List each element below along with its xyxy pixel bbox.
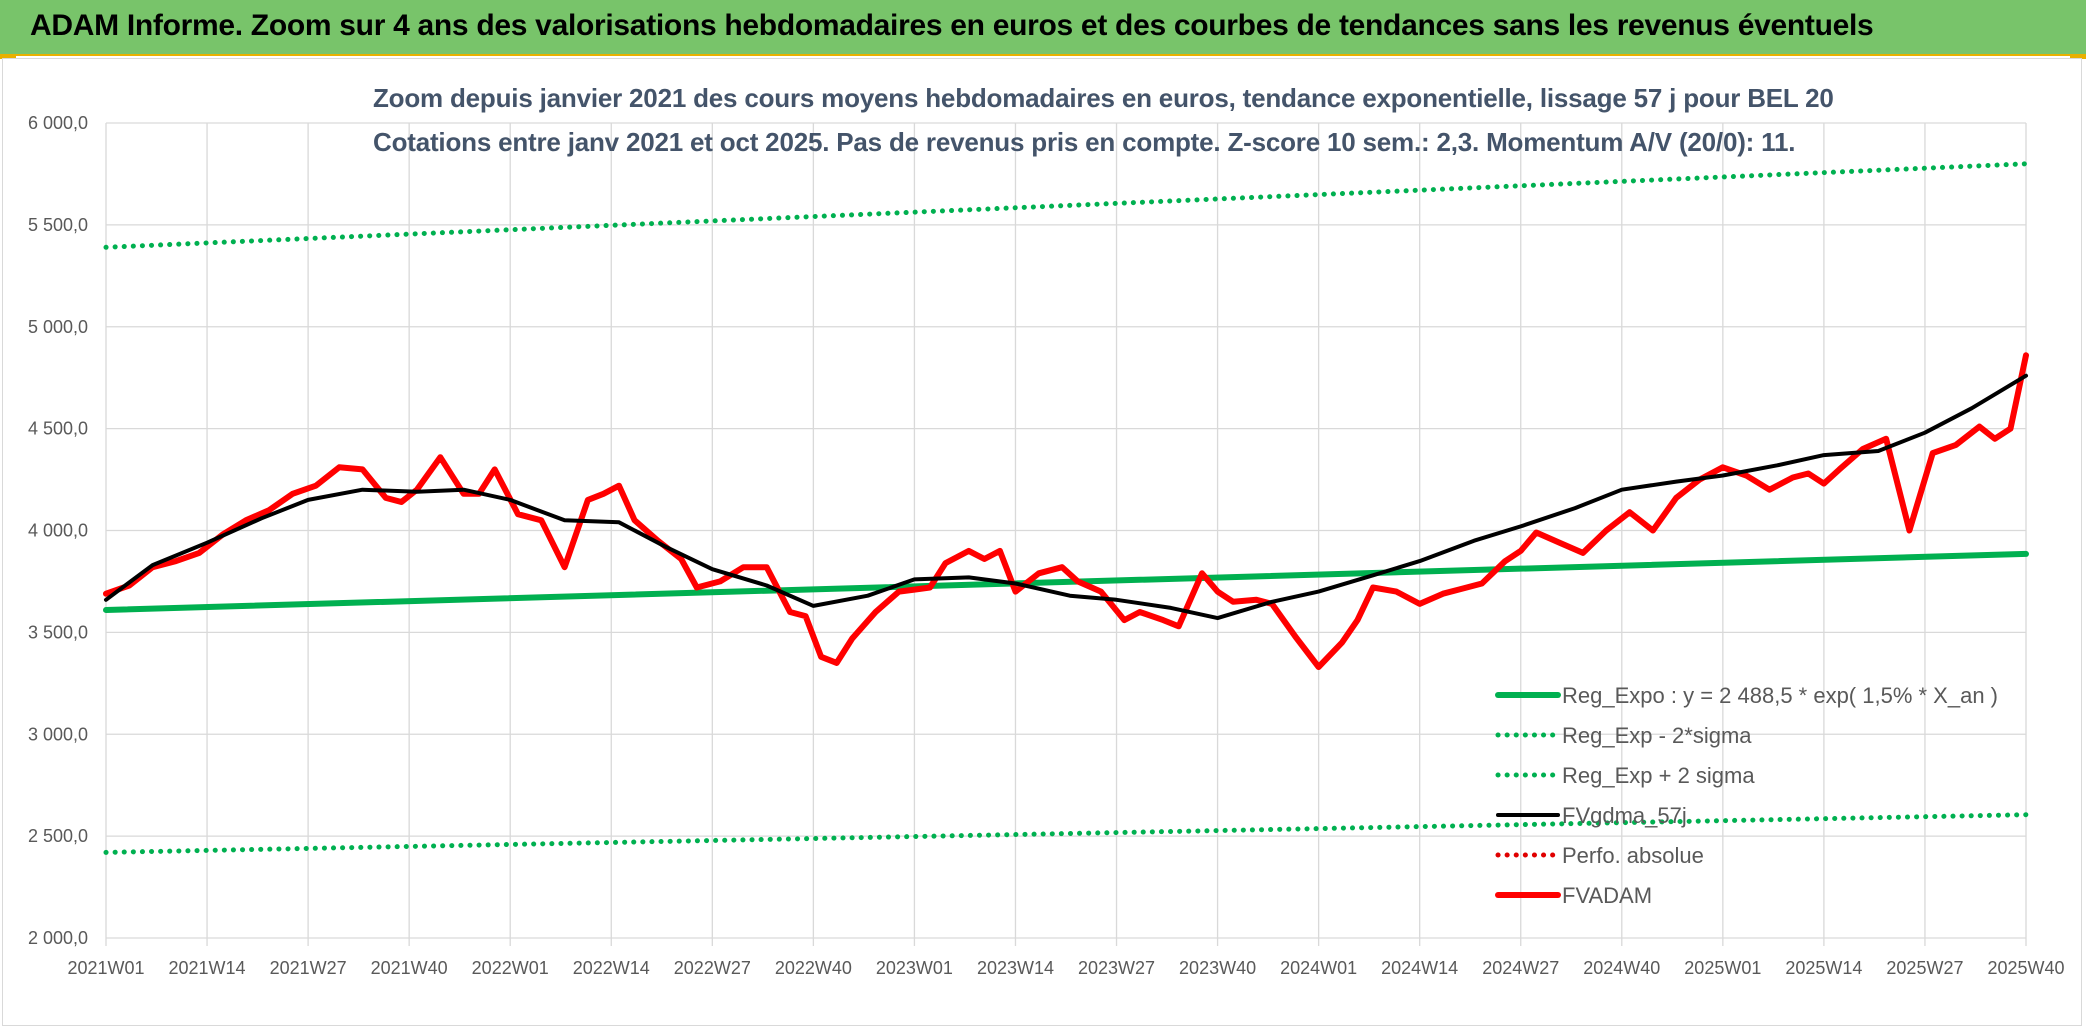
- series-line-reg_exp: [103, 161, 2029, 250]
- y-tick-label: 5 000,0: [28, 317, 88, 337]
- x-tick-label: 2024W27: [1482, 958, 1559, 978]
- page-title: ADAM Informe. Zoom sur 4 ans des valoris…: [30, 9, 1874, 42]
- x-tick-label: 2023W40: [1179, 958, 1256, 978]
- x-tick-label: 2022W40: [775, 958, 852, 978]
- x-tick-label: 2025W01: [1684, 958, 1761, 978]
- x-tick-label: 2025W40: [1987, 958, 2064, 978]
- series-layer: [103, 161, 2029, 855]
- x-tick-label: 2023W27: [1078, 958, 1155, 978]
- x-tick-label: 2022W14: [573, 958, 650, 978]
- x-tick-label: 2024W40: [1583, 958, 1660, 978]
- series-line-fvadam: [103, 352, 2029, 670]
- chart-frame: [2, 58, 2082, 1026]
- x-tick-label: 2023W14: [977, 958, 1054, 978]
- y-tick-label: 2 000,0: [28, 928, 88, 948]
- x-tick-label: 2024W14: [1381, 958, 1458, 978]
- y-axis-ticks: 2 000,0 2 500,0 3 000,0 3 500,0 4 000,0 4 500…: [28, 113, 88, 948]
- legend: Reg_Expo : y = 2 488,5 * exp( 1,5% * X_a…: [1495, 683, 1998, 908]
- y-tick-label: 6 000,0: [28, 113, 88, 133]
- legend-label: Reg_Exp + 2 sigma: [1562, 763, 1755, 788]
- x-tick-label: 2021W40: [371, 958, 448, 978]
- y-tick-label: 4 500,0: [28, 419, 88, 439]
- legend-label: FVgdma_57j: [1562, 803, 1687, 828]
- x-tick-label: 2021W01: [67, 958, 144, 978]
- y-tick-label: 2 500,0: [28, 826, 88, 846]
- header-bar: ADAM Informe. Zoom sur 4 ans des valoris…: [0, 0, 2086, 56]
- legend-label: Perfo. absolue: [1562, 843, 1704, 868]
- x-tick-label: 2024W01: [1280, 958, 1357, 978]
- series-line-reg_exp: [103, 812, 2029, 855]
- legend-label: Reg_Expo : y = 2 488,5 * exp( 1,5% * X_a…: [1562, 683, 1998, 708]
- grid: [105, 122, 2027, 946]
- x-tick-label: 2023W01: [876, 958, 953, 978]
- x-tick-label: 2022W27: [674, 958, 751, 978]
- x-tick-label: 2025W27: [1886, 958, 1963, 978]
- header-accent-left: [0, 54, 16, 59]
- x-tick-label: 2021W14: [169, 958, 246, 978]
- y-tick-label: 3 500,0: [28, 622, 88, 642]
- legend-label: FVADAM: [1562, 883, 1652, 908]
- chart-title: Zoom depuis janvier 2021 des cours moyen…: [373, 83, 1834, 113]
- x-axis-ticks: 2021W01 2021W14 2021W27 2021W40 2022W01 2022W…: [67, 958, 2064, 978]
- header-accent-right: [2070, 54, 2086, 59]
- series-line-reg_expo: [103, 550, 2029, 613]
- legend-label: Reg_Exp - 2*sigma: [1562, 723, 1752, 748]
- chart-subtitle: Cotations entre janv 2021 et oct 2025. P…: [373, 127, 1796, 157]
- x-tick-label: 2022W01: [472, 958, 549, 978]
- series-line-fvgdma_57j: [104, 373, 2028, 621]
- y-tick-label: 5 500,0: [28, 215, 88, 235]
- x-tick-label: 2025W14: [1785, 958, 1862, 978]
- y-tick-label: 4 000,0: [28, 521, 88, 541]
- y-tick-label: 3 000,0: [28, 724, 88, 744]
- x-tick-label: 2021W27: [270, 958, 347, 978]
